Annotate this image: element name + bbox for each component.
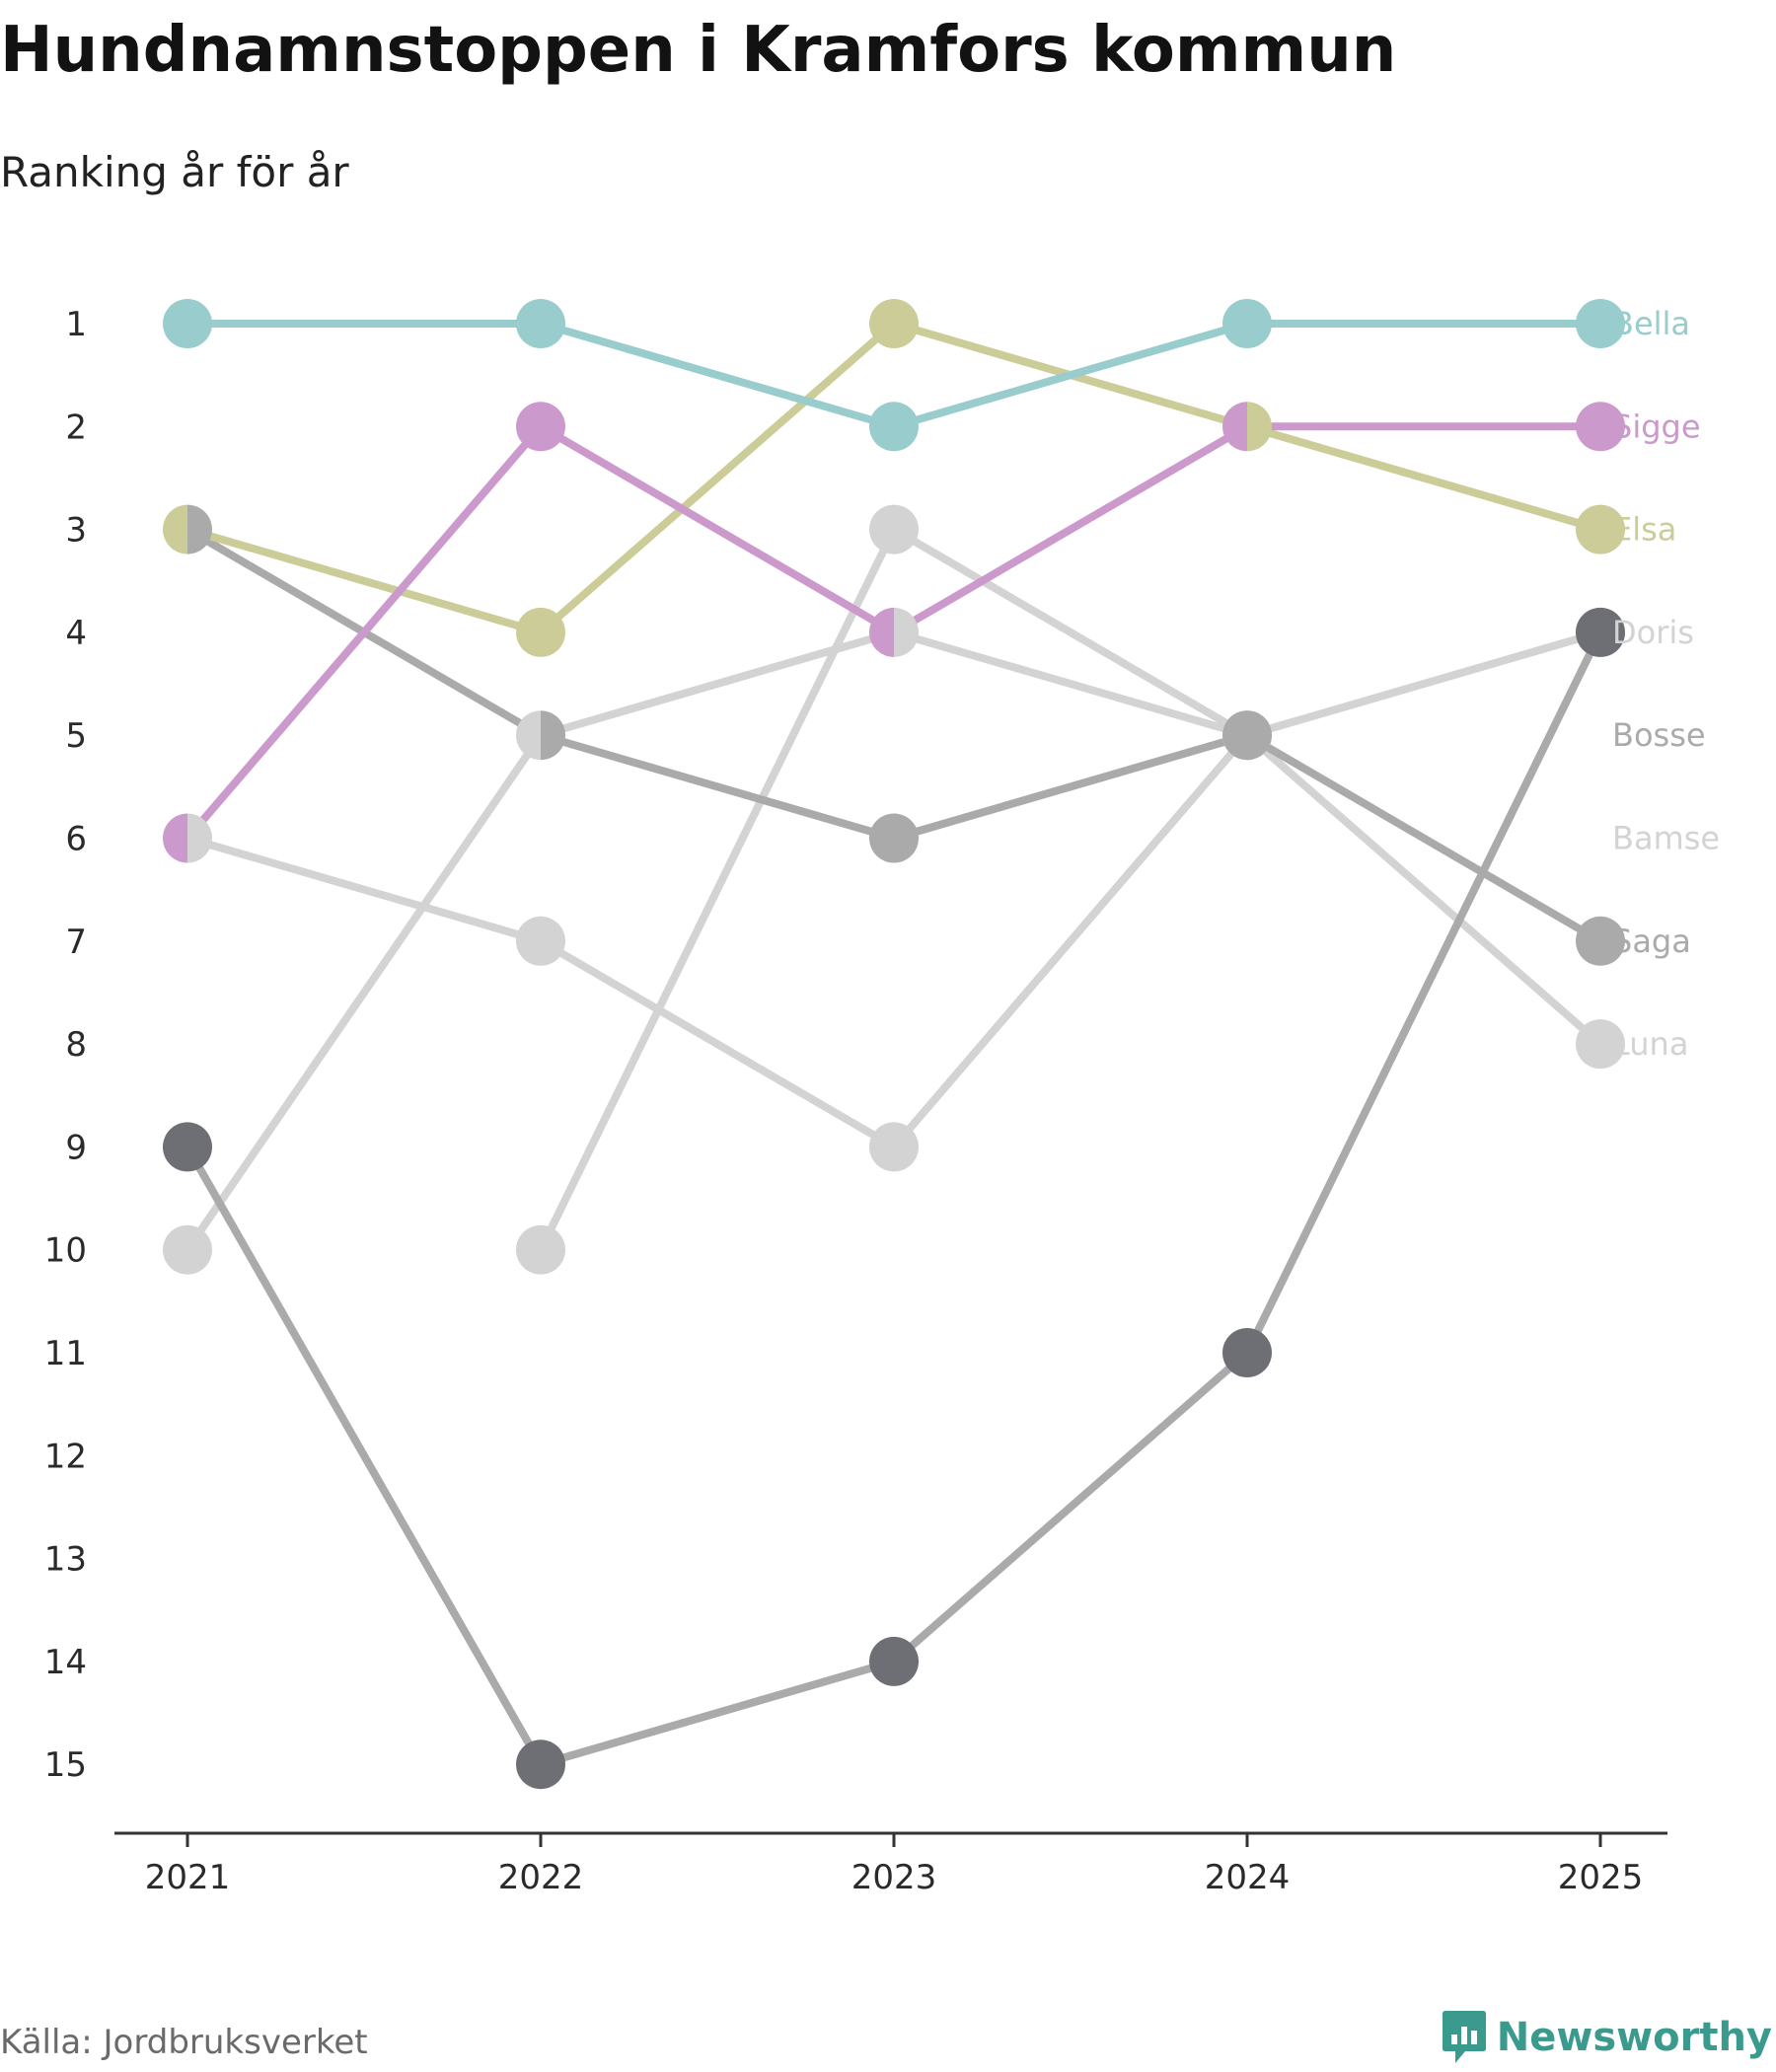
dot-bosse-2021 — [163, 1122, 212, 1172]
y-tick-label-6: 6 — [65, 820, 87, 859]
dot-elsa-2024 — [1247, 402, 1272, 452]
y-tick-label-3: 3 — [65, 511, 87, 551]
dot-saga-2024 — [1222, 710, 1272, 761]
y-tick-label-4: 4 — [65, 614, 87, 653]
series-line-bamse — [184, 628, 1251, 1254]
dot-elsa-2023 — [869, 299, 919, 348]
y-tick-label-7: 7 — [65, 923, 87, 962]
dot-bella-2024 — [1222, 299, 1272, 348]
y-tick-label-5: 5 — [65, 716, 87, 756]
dot-bamse-2023 — [894, 607, 919, 657]
end-label-bamse: Bamse — [1612, 820, 1720, 857]
end-label-bella: Bella — [1612, 305, 1690, 342]
x-tick-label-2021: 2021 — [145, 1858, 231, 1897]
dot-sigge-2021 — [163, 813, 187, 863]
y-tick-label-1: 1 — [65, 305, 87, 344]
y-tick-label-15: 15 — [44, 1745, 87, 1785]
y-tick-label-12: 12 — [44, 1437, 87, 1476]
dot-bosse-2022 — [516, 1739, 565, 1790]
dot-elsa-2021 — [163, 504, 187, 555]
dot-bella-2023 — [869, 402, 919, 452]
series-line-luna — [537, 525, 1604, 1254]
dot-bamse-2022 — [516, 710, 541, 761]
dot-saga-2021 — [187, 504, 212, 555]
end-label-bosse: Bosse — [1612, 716, 1706, 754]
end-label-doris: Doris — [1612, 614, 1694, 651]
dot-bella-2022 — [516, 299, 565, 348]
dot-sigge-2025 — [1576, 402, 1625, 452]
end-label-luna: Luna — [1612, 1025, 1688, 1063]
chart-title: Hundnamnstoppen i Kramfors kommun — [0, 14, 1397, 87]
x-tick-label-2023: 2023 — [851, 1858, 937, 1897]
dot-luna-2023 — [869, 504, 919, 555]
chart-subtitle: Ranking år för år — [0, 148, 349, 196]
dot-bella-2025 — [1576, 299, 1625, 348]
y-tick-label-11: 11 — [44, 1334, 87, 1373]
dot-sigge-2023 — [868, 607, 894, 657]
source-note: Källa: Jordbruksverket — [0, 2023, 368, 2062]
series-line-bosse — [184, 628, 1604, 1769]
brand-logo: Newsworthy — [1442, 2009, 1772, 2066]
y-tick-label-14: 14 — [44, 1643, 87, 1682]
end-label-sigge: Sigge — [1612, 407, 1701, 445]
y-tick-label-13: 13 — [44, 1540, 87, 1580]
end-label-elsa: Elsa — [1612, 511, 1676, 549]
x-axis: 2021 2022 2023 2024 2025 — [114, 1831, 1667, 1897]
end-labels: Bella Sigge Elsa Doris Bosse Bamse Saga Luna — [1612, 305, 1720, 1063]
dot-sigge-2022 — [516, 402, 565, 452]
dot-bosse-2024 — [1222, 1328, 1272, 1377]
y-tick-label-9: 9 — [65, 1128, 87, 1167]
y-tick-label-8: 8 — [65, 1025, 87, 1065]
x-tick-label-2025: 2025 — [1558, 1858, 1644, 1897]
dot-saga-2023 — [869, 813, 919, 863]
dot-luna-2025 — [1576, 1019, 1625, 1070]
dot-saga-2025 — [1576, 916, 1625, 966]
dot-saga-2022 — [541, 710, 565, 761]
y-tick-label-10: 10 — [44, 1231, 87, 1271]
end-label-saga: Saga — [1612, 923, 1691, 960]
dot-bamse-2021 — [163, 1224, 212, 1275]
dot-luna-2022 — [516, 1224, 565, 1275]
y-tick-label-2: 2 — [65, 407, 87, 447]
dot-bella-2021 — [163, 299, 212, 348]
dot-doris-2023 — [869, 1122, 919, 1172]
dot-sigge-2024 — [1222, 402, 1247, 452]
dot-elsa-2022 — [516, 607, 565, 657]
dot-doris-2021 — [187, 813, 213, 863]
brand-name: Newsworthy — [1496, 2015, 1772, 2060]
dot-bosse-2025 — [1576, 607, 1625, 657]
dot-elsa-2025 — [1576, 504, 1625, 555]
x-tick-label-2024: 2024 — [1205, 1858, 1291, 1897]
newsworthy-logo-icon — [1442, 2011, 1486, 2063]
dot-doris-2022 — [516, 916, 565, 966]
series-dots — [163, 299, 1625, 1790]
dot-bosse-2023 — [869, 1636, 919, 1686]
x-tick-label-2022: 2022 — [498, 1858, 584, 1897]
